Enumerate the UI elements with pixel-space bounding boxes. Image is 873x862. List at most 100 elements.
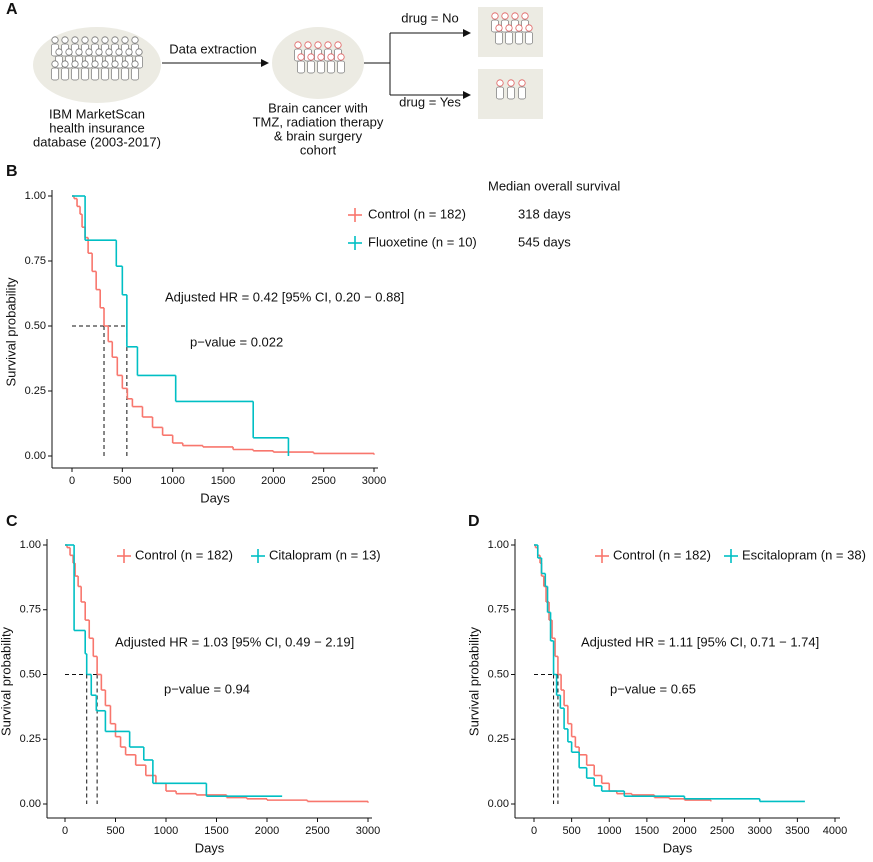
annotation: p−value = 0.94 (164, 681, 250, 696)
person-body (81, 67, 89, 81)
annotation: Adjusted HR = 1.11 [95% CI, 0.71 − 1.74] (581, 634, 819, 649)
person-head (95, 48, 103, 56)
step-label: Data extraction (169, 41, 256, 56)
y-tick-label: 1.00 (25, 190, 46, 202)
person-head (61, 60, 69, 68)
person-head (81, 60, 89, 68)
person-head (75, 48, 83, 56)
person-head (505, 24, 513, 32)
person-head (91, 36, 99, 44)
person-body (507, 86, 515, 100)
x-tick-label: 2000 (672, 825, 696, 837)
legend-label: Citalopram (n = 13) (269, 547, 381, 562)
y-tick-label: 0.00 (20, 798, 41, 810)
person-body (496, 86, 504, 100)
person-head (131, 36, 139, 44)
person-head (55, 48, 63, 56)
person-head (71, 60, 79, 68)
diagram-text: TMZ, radiation therapy (253, 114, 384, 129)
person-body (297, 60, 305, 74)
person-head (111, 36, 119, 44)
person-head (294, 41, 302, 49)
x-tick-label: 0 (531, 825, 537, 837)
person-body (515, 31, 523, 45)
y-tick-label: 1.00 (488, 539, 509, 551)
person-head (121, 36, 129, 44)
annotation: p−value = 0.65 (610, 681, 696, 696)
annotation: Adjusted HR = 0.42 [95% CI, 0.20 − 0.88] (165, 289, 404, 304)
y-tick-label: 0.50 (25, 320, 46, 332)
x-tick-label: 3000 (748, 825, 772, 837)
diagram-text: Brain cancer with (268, 100, 368, 115)
person-head (496, 79, 504, 87)
person-head (91, 60, 99, 68)
person-head (121, 60, 129, 68)
person-head (101, 60, 109, 68)
y-tick-label: 1.00 (20, 539, 41, 551)
branch-label: drug = No (401, 10, 458, 25)
person-head (317, 53, 325, 61)
person-head (501, 12, 509, 20)
x-tick-label: 500 (562, 825, 580, 837)
y-tick-label: 0.75 (488, 604, 509, 616)
person-head (111, 60, 119, 68)
y-tick-label: 0.00 (488, 798, 509, 810)
person-head (61, 36, 69, 44)
person-body (111, 67, 119, 81)
panel-label: C (6, 513, 18, 530)
person-body (307, 60, 315, 74)
person-head (495, 24, 503, 32)
y-tick-label: 0.25 (20, 733, 41, 745)
person-head (125, 48, 133, 56)
person-body (61, 67, 69, 81)
person-head (511, 12, 519, 20)
diagram-text: IBM MarketScan (49, 106, 145, 121)
person-body (91, 67, 99, 81)
y-axis-title: Survival probability (0, 626, 13, 736)
x-tick-label: 4000 (823, 825, 847, 837)
y-tick-label: 0.50 (20, 668, 41, 680)
person-head (65, 48, 73, 56)
median-label: 318 days (518, 206, 571, 221)
diagram-text: database (2003-2017) (33, 134, 161, 149)
annotation: p−value = 0.022 (190, 334, 283, 349)
x-tick-label: 1000 (154, 825, 178, 837)
y-tick-label: 0.25 (488, 733, 509, 745)
x-tick-label: 2500 (305, 825, 329, 837)
person-head (515, 24, 523, 32)
person-head (507, 79, 515, 87)
person-body (525, 31, 533, 45)
person-head (297, 53, 305, 61)
legend-label: Control (n = 182) (613, 547, 711, 562)
person-head (71, 36, 79, 44)
x-tick-label: 2000 (255, 825, 279, 837)
legend-label: Control (n = 182) (135, 547, 233, 562)
person-head (51, 36, 59, 44)
person-head (115, 48, 123, 56)
person-head (314, 41, 322, 49)
x-tick-label: 0 (62, 825, 68, 837)
legend-label: Control (n = 182) (368, 206, 466, 221)
branch-label: drug = Yes (399, 94, 461, 109)
y-tick-label: 0.25 (25, 385, 46, 397)
x-tick-label: 3500 (785, 825, 809, 837)
y-axis-title: Survival probability (3, 277, 18, 387)
person-body (101, 67, 109, 81)
x-tick-label: 500 (113, 475, 131, 487)
person-body (121, 67, 129, 81)
people-icons (51, 12, 533, 100)
x-tick-label: 1000 (160, 475, 184, 487)
panel-label: B (6, 163, 18, 180)
median-label: 545 days (518, 234, 571, 249)
person-head (327, 53, 335, 61)
person-head (131, 60, 139, 68)
person-head (324, 41, 332, 49)
person-head (307, 53, 315, 61)
y-axis-title: Survival probability (466, 626, 481, 736)
person-head (81, 36, 89, 44)
x-axis-title: Days (663, 840, 693, 855)
diagram-text: health insurance (49, 120, 144, 135)
legend-label: Escitalopram (n = 38) (742, 547, 866, 562)
person-head (525, 24, 533, 32)
y-tick-label: 0.00 (25, 450, 46, 462)
